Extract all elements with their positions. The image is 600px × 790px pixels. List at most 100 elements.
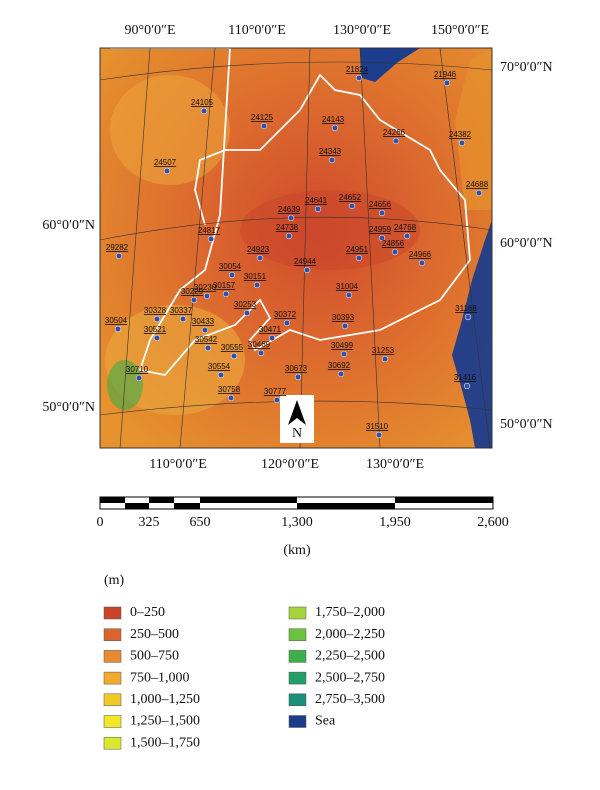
station-label: 24343 xyxy=(319,147,342,156)
legend-swatch xyxy=(288,715,307,728)
legend-label: 2,500–2,750 xyxy=(315,670,385,685)
station-label: 24656 xyxy=(369,200,392,209)
legend-label: Sea xyxy=(315,714,336,729)
station-marker xyxy=(283,319,291,327)
station-marker xyxy=(475,189,483,197)
lat-label: 50°0′0″N xyxy=(500,417,553,432)
station-label: 24652 xyxy=(339,193,362,202)
legend-swatch xyxy=(288,628,307,641)
north-arrow xyxy=(288,400,306,425)
station-marker xyxy=(458,139,466,147)
station-label: 30469 xyxy=(248,340,271,349)
scale-tick-label: 2,600 xyxy=(477,515,509,530)
terrain xyxy=(455,48,492,210)
station-label: 24856 xyxy=(382,239,405,248)
legend-swatch xyxy=(288,671,307,685)
station-label: 24641 xyxy=(305,196,328,205)
legend-swatch xyxy=(103,693,122,707)
legend-swatch xyxy=(288,650,307,663)
station-label: 30471 xyxy=(259,325,282,334)
station-label: 30710 xyxy=(126,365,149,374)
station-marker xyxy=(230,352,238,360)
station-marker xyxy=(243,309,251,317)
station-marker xyxy=(463,382,471,390)
scale-tick-label: 1,950 xyxy=(379,515,411,530)
legend-label: 2,250–2,500 xyxy=(315,649,385,664)
station-label: 30692 xyxy=(328,361,351,370)
station-marker xyxy=(257,349,265,357)
station-label: 24944 xyxy=(294,257,317,266)
lon-label: 90°0′0″E xyxy=(124,23,175,38)
station-label: 30433 xyxy=(192,317,215,326)
station-label: 24817 xyxy=(198,226,221,235)
graticule xyxy=(99,47,493,449)
legend-swatch xyxy=(103,715,122,728)
legend-label: 250–500 xyxy=(130,627,179,642)
station-label: 24768 xyxy=(394,223,417,232)
station-marker xyxy=(190,296,198,304)
station-label: 24105 xyxy=(191,98,214,107)
lon-label: 130°0′0″E xyxy=(333,23,391,38)
station-label: 24266 xyxy=(383,128,406,137)
legend-label: 500–750 xyxy=(130,649,179,664)
station-label: 30393 xyxy=(332,313,355,322)
stations: 21824 21946 24105 24125 24143 24266 24382 24343… xyxy=(105,65,489,439)
station-label: 30555 xyxy=(221,343,244,352)
station-label: 24382 xyxy=(449,130,472,139)
station-label: 30230 xyxy=(194,283,217,292)
station-marker xyxy=(203,292,211,300)
station-marker xyxy=(392,137,400,145)
station-label: 29282 xyxy=(106,243,129,252)
station-label: 30054 xyxy=(219,262,242,271)
station-marker xyxy=(260,122,268,130)
station-marker xyxy=(443,79,451,87)
lat-label: 70°0′0″N xyxy=(500,60,553,75)
legend-label: 1,250–1,500 xyxy=(130,714,200,729)
map: N xyxy=(99,47,493,449)
station-marker xyxy=(464,313,472,321)
station-label: 30542 xyxy=(195,335,218,344)
station-marker xyxy=(345,291,353,299)
station-marker xyxy=(227,394,235,402)
station-marker xyxy=(217,371,225,379)
legend-label: 1,000–1,250 xyxy=(130,692,200,707)
legend-swatch xyxy=(103,671,122,685)
station-label: 30504 xyxy=(105,316,128,325)
station-marker xyxy=(294,373,302,381)
scale-tick-label: 1,300 xyxy=(281,515,313,530)
legend-swatch xyxy=(103,606,122,620)
station-label: 24688 xyxy=(466,180,489,189)
station-marker xyxy=(314,205,322,213)
station-marker xyxy=(253,281,261,289)
station-marker xyxy=(341,322,349,330)
station-marker xyxy=(381,355,389,363)
scale-tick-label: 0 xyxy=(97,515,104,530)
station-label: 31168 xyxy=(455,304,477,313)
station-label: 24951 xyxy=(346,245,369,254)
station-marker xyxy=(135,374,143,382)
station-marker xyxy=(348,202,356,210)
station-marker xyxy=(303,266,311,274)
station-label: 30673 xyxy=(285,364,308,373)
lon-label: 130°0′0″E xyxy=(366,457,424,472)
sea xyxy=(360,48,420,82)
scale-bar xyxy=(99,496,494,510)
station-marker xyxy=(355,74,363,82)
station-marker xyxy=(153,315,161,323)
legend: (m) 0–250 250–500 500–750 750–1,000 1,000–1,2… xyxy=(103,573,385,750)
station-marker xyxy=(228,271,236,279)
station-label: 31253 xyxy=(372,346,395,355)
lat-label: 60°0′0″N xyxy=(500,236,553,251)
station-marker xyxy=(418,259,426,267)
station-marker xyxy=(114,325,122,333)
legend-label: 2,000–2,250 xyxy=(315,627,385,642)
station-marker xyxy=(153,334,161,342)
station-marker xyxy=(328,156,336,164)
legend-swatch xyxy=(103,650,122,663)
station-marker xyxy=(222,290,230,298)
station-marker xyxy=(163,167,171,175)
legend-label: 1,750–2,000 xyxy=(315,605,385,620)
scale-tick-label: 325 xyxy=(139,515,160,530)
legend-label: 2,750–3,500 xyxy=(315,692,385,707)
station-label: 24143 xyxy=(322,115,345,124)
